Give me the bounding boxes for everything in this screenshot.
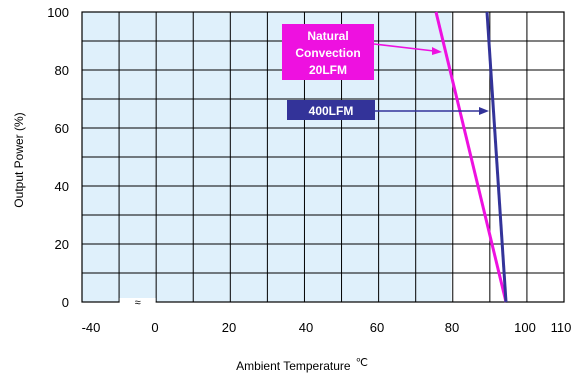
x-tick-label: 110 (551, 320, 572, 335)
series-label-text: Natural (307, 29, 348, 43)
label-arrow-head (479, 107, 489, 115)
y-tick-label: 20 (55, 237, 69, 252)
y-tick-label: 80 (55, 63, 69, 78)
y-tick-label: 60 (55, 121, 69, 136)
x-axis-title: Ambient Temperature ℃ (236, 357, 368, 373)
x-tick-label: 80 (445, 320, 459, 335)
label-box-400lfm (287, 100, 375, 120)
series-labels: Natural Convection 20LFM 400LFM (282, 24, 489, 120)
y-tick-label: 100 (47, 5, 69, 20)
x-tick-label: 20 (222, 320, 236, 335)
x-tick-label: 0 (151, 320, 158, 335)
label-arrow-line (373, 43, 435, 52)
x-tick-label: 40 (299, 320, 313, 335)
series-line (485, 11, 508, 303)
y-axis-title: Output Power (%) (12, 112, 26, 207)
plot-border (81, 11, 565, 303)
series-label-text: 20LFM (309, 63, 347, 77)
series-line (434, 11, 508, 303)
grid-lines: ≈ (81, 11, 565, 309)
label-arrow-head (432, 47, 442, 55)
series-label-text: Convection (295, 46, 360, 60)
x-tick-label: 100 (514, 320, 536, 335)
axis-break-symbol: ≈ (135, 297, 141, 309)
y-tick-label: 40 (55, 179, 69, 194)
y-tick-label: 0 (62, 295, 69, 310)
tick-labels: 0 20 40 60 80 100 -40 0 20 40 60 80 100 110 (47, 5, 571, 335)
x-tick-label: -40 (82, 320, 101, 335)
axis-break-gap (119, 298, 156, 307)
series-lines (434, 11, 508, 303)
x-tick-label: 60 (370, 320, 384, 335)
series-label-text: 400LFM (309, 104, 354, 118)
label-box-natural-convection (282, 24, 374, 80)
